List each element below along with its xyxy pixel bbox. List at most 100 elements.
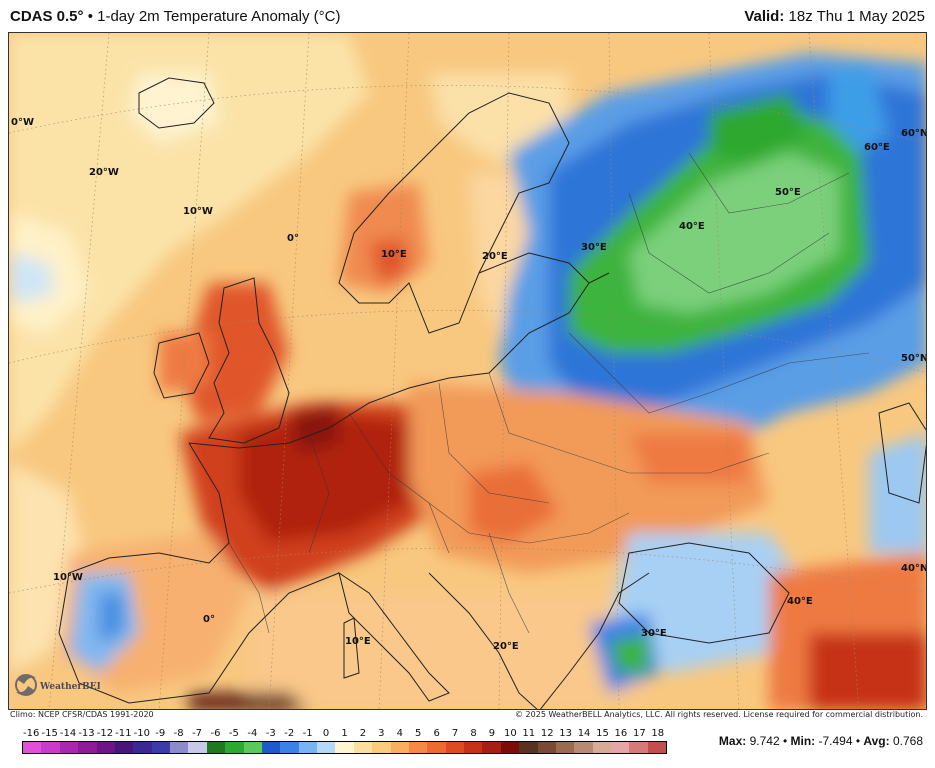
legend-swatch <box>519 742 538 753</box>
legend-swatch <box>390 742 409 753</box>
map-title: CDAS 0.5° • 1-day 2m Temperature Anomaly… <box>10 8 340 25</box>
stats-sep-1: • <box>779 734 791 748</box>
legend-swatch <box>372 742 391 753</box>
label-10w: 10°W <box>183 206 213 217</box>
legend-color-bar <box>22 741 667 754</box>
copyright-note: © 2025 WeatherBELL Analytics, LLC. All r… <box>515 710 923 719</box>
legend-swatch <box>114 742 134 753</box>
coastlines <box>58 77 926 709</box>
label-20e-south: 20°E <box>493 641 519 652</box>
legend-swatch <box>188 742 207 753</box>
legend-swatch <box>317 742 336 753</box>
legend-tick-label: 15 <box>596 728 609 739</box>
map-canvas: 0°W 20°W 10°W 0° 10°E 20°E 30°E 40°E 50°… <box>9 33 927 709</box>
legend-swatch <box>555 742 575 753</box>
color-legend: -16 -15 -14 -13 -12 -11 -10 -9 -8 -7 -6 -5 -4 -3 -2 -1 0… <box>22 728 672 762</box>
legend-swatch <box>151 742 170 753</box>
label-20w: 20°W <box>89 167 119 178</box>
legend-swatch <box>133 742 152 753</box>
legend-swatch <box>353 742 373 753</box>
label-10e-south: 10°E <box>345 636 371 647</box>
label-60e: 60°E <box>864 142 890 153</box>
legend-swatch <box>574 742 593 753</box>
label-10e: 10°E <box>381 249 407 260</box>
legend-tick-label: -11 <box>115 728 132 739</box>
legend-swatch <box>261 742 281 753</box>
weatherbell-logo: WeatherBELL <box>15 674 100 696</box>
legend-tick-label: 6 <box>433 728 440 739</box>
legend-tick-labels: -16 -15 -14 -13 -12 -11 -10 -9 -8 -7 -6 -5 -4 -3 -2 -1 0… <box>22 728 672 740</box>
legend-swatch <box>647 742 667 753</box>
label-40n: 40°N <box>901 563 927 574</box>
label-30e: 30°E <box>581 242 607 253</box>
graticule-labels: 0°W 20°W 10°W 0° 10°E 20°E 30°E 40°E 50°… <box>11 117 927 652</box>
legend-swatch <box>225 742 244 753</box>
legend-tick-label: 14 <box>577 728 591 739</box>
label-50n: 50°N <box>901 353 927 364</box>
legend-tick-label: 0 <box>322 728 330 739</box>
legend-tick-label: 12 <box>540 728 554 739</box>
legend-tick-label: 2 <box>359 728 367 739</box>
anomaly-field <box>9 33 926 709</box>
max-value: 9.742 <box>746 734 780 748</box>
legend-swatch <box>445 742 464 753</box>
legend-swatch <box>170 742 189 753</box>
label-60n: 60°N <box>901 128 927 139</box>
label-10w-south: 10°W <box>53 572 83 583</box>
legend-swatch <box>629 742 648 753</box>
label-0: 0° <box>287 233 299 244</box>
graticule <box>9 33 926 709</box>
legend-tick-label: 10 <box>503 728 517 739</box>
field-stats: Max: 9.742 • Min: -7.494 • Avg: 0.768 <box>719 734 923 748</box>
valid-time-value: 18z Thu 1 May 2025 <box>784 7 926 25</box>
stats-sep-2: • <box>852 734 864 748</box>
label-30e-south: 30°E <box>641 628 667 639</box>
valid-time: Valid: 18z Thu 1 May 2025 <box>744 8 925 25</box>
legend-tick-label: 13 <box>559 728 573 739</box>
legend-tick-label: 4 <box>396 728 403 739</box>
label-30w: 0°W <box>11 117 34 128</box>
legend-tick-label: 11 <box>522 728 536 739</box>
legend-swatch <box>59 742 79 753</box>
valid-label: Valid: <box>744 7 785 25</box>
legend-swatch <box>280 742 299 753</box>
map-header: CDAS 0.5° • 1-day 2m Temperature Anomaly… <box>0 0 935 32</box>
legend-tick-label: -6 <box>210 728 221 739</box>
legend-tick-label: -12 <box>96 728 114 739</box>
legend-tick-label: -14 <box>59 728 77 739</box>
legend-tick-label: -5 <box>228 728 239 739</box>
logo-text: WeatherBELL <box>39 682 100 692</box>
legend-swatch <box>464 742 483 753</box>
legend-swatch <box>243 742 262 753</box>
legend-tick-label: 18 <box>651 728 665 739</box>
legend-swatch <box>537 742 556 753</box>
legend-swatch <box>298 742 317 753</box>
legend-tick-label: 3 <box>378 728 385 739</box>
legend-swatch <box>592 742 611 753</box>
legend-swatch <box>41 742 60 753</box>
legend-swatch <box>23 742 42 753</box>
label-20e: 20°E <box>482 251 508 262</box>
label-50e: 50°E <box>775 187 801 198</box>
legend-tick-label: -8 <box>173 728 184 739</box>
legend-tick-label: 16 <box>614 728 628 739</box>
legend-tick-label: 1 <box>341 728 348 739</box>
hurricane-swirl-icon <box>15 674 38 696</box>
climo-note: Climo: NCEP CFSR/CDAS 1991-2020 <box>10 710 154 719</box>
anomaly-map[interactable]: 0°W 20°W 10°W 0° 10°E 20°E 30°E 40°E 50°… <box>8 32 927 710</box>
legend-tick-label: -1 <box>302 728 313 739</box>
legend-swatch <box>427 742 446 753</box>
legend-tick-label: 7 <box>451 728 459 739</box>
legend-tick-label: 17 <box>632 728 646 739</box>
legend-swatch <box>611 742 630 753</box>
legend-tick-label: -15 <box>41 728 58 739</box>
max-label: Max: <box>718 734 747 748</box>
legend-tick-label: -4 <box>247 728 258 739</box>
legend-tick-label: -3 <box>265 728 276 739</box>
legend-swatch <box>500 742 520 753</box>
legend-tick-label: -9 <box>155 728 166 739</box>
legend-tick-label: -7 <box>192 728 203 739</box>
min-label: Min: <box>790 734 816 748</box>
title-separator: • <box>83 7 98 25</box>
legend-swatch <box>206 742 226 753</box>
